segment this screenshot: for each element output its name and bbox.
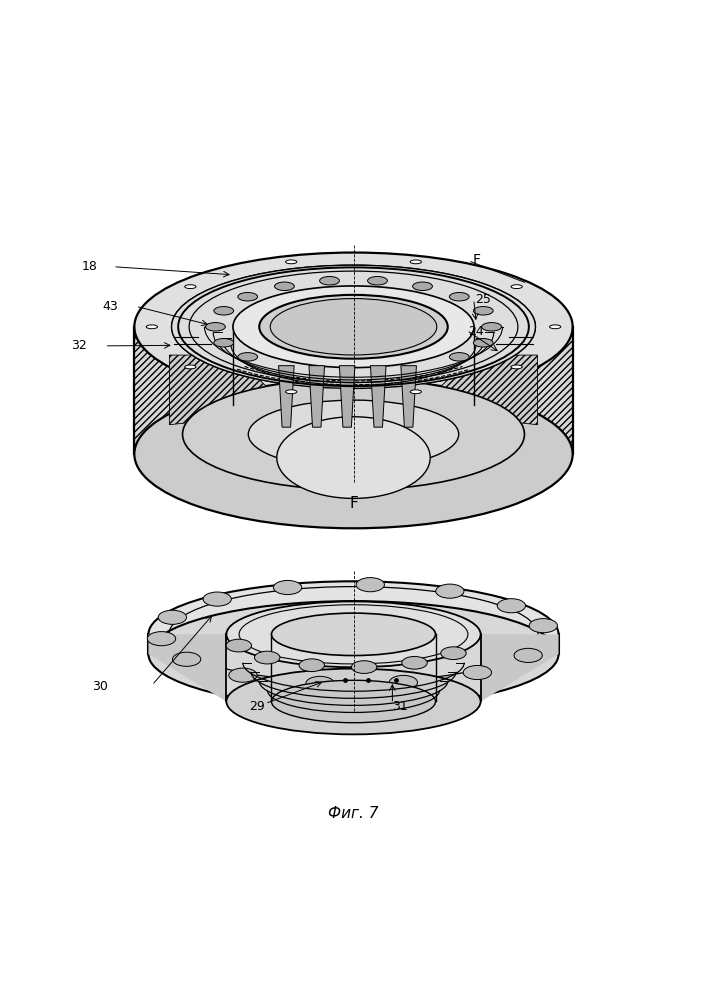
Text: 32: 32 — [71, 339, 86, 352]
Text: 29: 29 — [249, 700, 264, 713]
Ellipse shape — [286, 390, 297, 394]
Ellipse shape — [214, 339, 233, 347]
Ellipse shape — [413, 282, 433, 291]
Ellipse shape — [271, 680, 436, 723]
Ellipse shape — [259, 295, 448, 359]
Ellipse shape — [497, 599, 525, 613]
Ellipse shape — [226, 601, 481, 667]
Ellipse shape — [436, 584, 464, 598]
Ellipse shape — [474, 339, 493, 347]
Polygon shape — [481, 634, 559, 701]
Ellipse shape — [248, 400, 459, 468]
Text: F: F — [472, 253, 480, 267]
Ellipse shape — [226, 639, 252, 652]
Text: F: F — [349, 496, 358, 511]
Ellipse shape — [148, 601, 559, 707]
Ellipse shape — [206, 323, 226, 331]
Ellipse shape — [214, 307, 233, 315]
Text: 18: 18 — [81, 260, 97, 273]
Ellipse shape — [147, 632, 175, 646]
Ellipse shape — [134, 253, 573, 401]
Ellipse shape — [233, 286, 474, 368]
Ellipse shape — [549, 325, 561, 329]
Ellipse shape — [440, 647, 466, 660]
Ellipse shape — [148, 581, 559, 687]
Ellipse shape — [390, 675, 418, 690]
Polygon shape — [134, 327, 170, 454]
Polygon shape — [537, 327, 573, 454]
Ellipse shape — [463, 665, 491, 680]
Ellipse shape — [368, 276, 387, 285]
Polygon shape — [148, 634, 226, 701]
Polygon shape — [309, 366, 325, 427]
Polygon shape — [370, 366, 386, 427]
Ellipse shape — [320, 276, 339, 285]
Ellipse shape — [511, 285, 522, 289]
Ellipse shape — [529, 619, 557, 633]
Ellipse shape — [134, 380, 573, 528]
Ellipse shape — [481, 323, 501, 331]
Polygon shape — [279, 366, 294, 427]
Ellipse shape — [182, 379, 525, 490]
Text: 25: 25 — [475, 293, 491, 306]
Ellipse shape — [185, 365, 196, 369]
Ellipse shape — [299, 659, 325, 672]
Text: Фиг. 7: Фиг. 7 — [328, 806, 379, 821]
Ellipse shape — [270, 299, 437, 355]
Polygon shape — [401, 366, 416, 427]
Ellipse shape — [410, 390, 421, 394]
Polygon shape — [339, 366, 355, 427]
Ellipse shape — [172, 265, 535, 388]
Ellipse shape — [274, 282, 294, 291]
Ellipse shape — [410, 260, 421, 264]
Ellipse shape — [226, 669, 481, 734]
Polygon shape — [170, 355, 293, 425]
Ellipse shape — [158, 610, 187, 624]
Ellipse shape — [277, 417, 430, 498]
Text: 43: 43 — [103, 300, 118, 313]
Text: 31: 31 — [392, 700, 408, 713]
Polygon shape — [414, 355, 537, 425]
Ellipse shape — [271, 613, 436, 656]
Ellipse shape — [402, 656, 427, 669]
Text: 24: 24 — [468, 325, 484, 338]
Ellipse shape — [450, 353, 469, 361]
Ellipse shape — [286, 260, 297, 264]
Ellipse shape — [514, 648, 542, 662]
Ellipse shape — [351, 661, 377, 673]
Ellipse shape — [255, 651, 280, 664]
Polygon shape — [537, 327, 573, 454]
Ellipse shape — [203, 592, 231, 606]
Ellipse shape — [173, 652, 201, 666]
Ellipse shape — [185, 285, 196, 289]
Ellipse shape — [474, 307, 493, 315]
Ellipse shape — [274, 580, 302, 595]
Ellipse shape — [238, 353, 257, 361]
Polygon shape — [134, 327, 170, 454]
Text: 30: 30 — [92, 680, 107, 693]
Ellipse shape — [146, 325, 158, 329]
Ellipse shape — [229, 668, 257, 682]
Ellipse shape — [172, 265, 535, 388]
Ellipse shape — [450, 292, 469, 301]
Ellipse shape — [306, 676, 334, 690]
Ellipse shape — [511, 365, 522, 369]
Ellipse shape — [356, 578, 385, 592]
Ellipse shape — [238, 292, 257, 301]
